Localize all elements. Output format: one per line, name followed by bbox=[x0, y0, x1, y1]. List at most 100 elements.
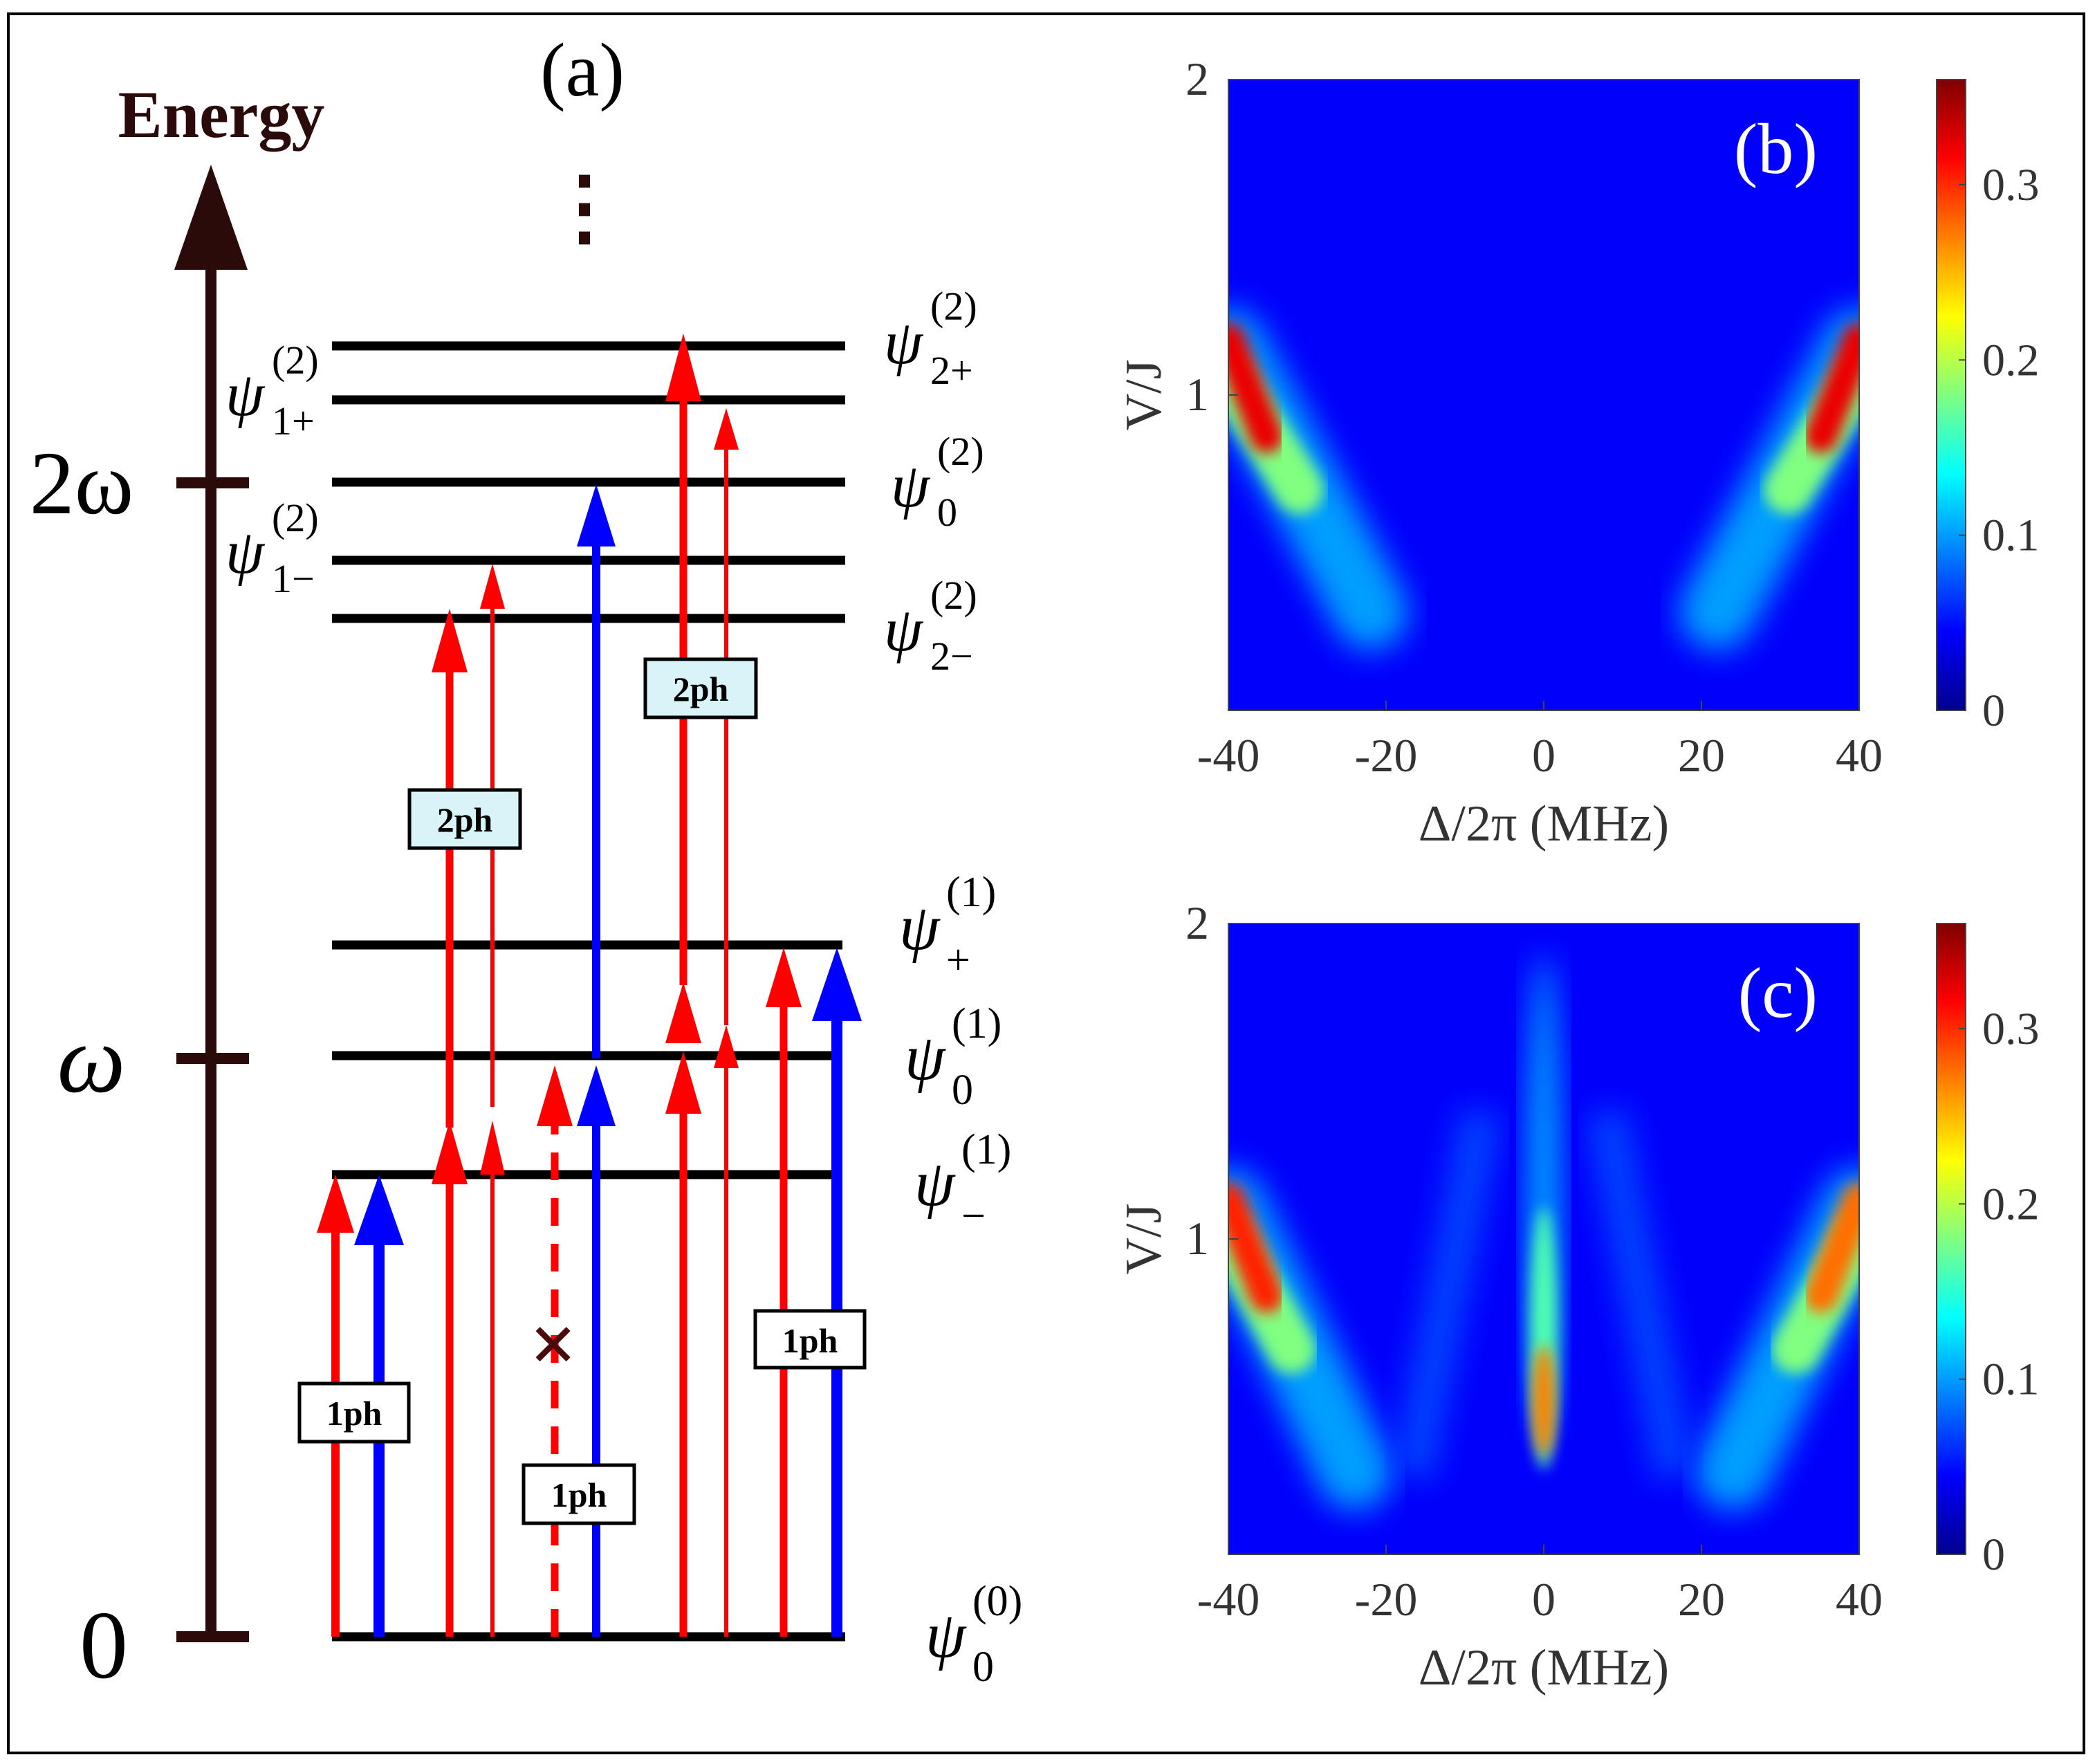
x-tick-label: -20 bbox=[1355, 729, 1418, 782]
state-label-psi-0-0: ψ 0 (0) bbox=[925, 1578, 1022, 1691]
colorbar-tick-label: 0.3 bbox=[1982, 1004, 2040, 1054]
y-axis-label: V/J bbox=[1116, 360, 1172, 431]
colorbar-tick-label: 0 bbox=[1982, 686, 2005, 736]
feature-right-branch bbox=[1695, 1168, 1859, 1510]
colorbar-tick-label: 0.1 bbox=[1982, 1354, 2040, 1405]
colorbar-tick-label: 0.2 bbox=[1982, 1179, 2040, 1229]
process-box-1ph-center: 1ph bbox=[522, 1463, 636, 1525]
heatmap-features bbox=[1228, 309, 1859, 650]
y-tick-label: 2 bbox=[1185, 53, 1209, 105]
process-box-label: 1ph bbox=[782, 1321, 838, 1360]
panel-label: (b) bbox=[1734, 109, 1818, 189]
y-axis-label: V/J bbox=[1116, 1204, 1172, 1275]
energy-label-2omega: 2ω bbox=[30, 434, 134, 533]
svg-text:1+: 1+ bbox=[272, 398, 315, 443]
red-arrowhead bbox=[714, 408, 739, 450]
state-label-psi-plus-1: ψ + (1) bbox=[899, 869, 996, 984]
svg-text:ψ: ψ bbox=[884, 596, 924, 664]
red-arrowhead bbox=[432, 1121, 468, 1184]
svg-text:−: − bbox=[961, 1193, 986, 1240]
svg-text:ψ: ψ bbox=[891, 452, 931, 520]
energy-levels bbox=[332, 341, 845, 1642]
blue-arrowhead bbox=[354, 1175, 404, 1245]
energy-label-0: 0 bbox=[80, 1592, 128, 1699]
svg-text:ψ: ψ bbox=[225, 360, 266, 429]
central-side-lobe bbox=[1392, 1108, 1502, 1480]
state-label-psi-2plus-2: ψ 2+ (2) bbox=[884, 284, 977, 393]
svg-text:(2): (2) bbox=[930, 284, 977, 329]
process-box-1ph-left: 1ph bbox=[297, 1381, 411, 1444]
red-arrowhead bbox=[480, 1121, 505, 1175]
heatmap-panel-c: -40 -20 0 20 40 1 2 Δ/2π (MHz) V/J (c) 0 0.1 0.2 0.3 bbox=[1116, 897, 2040, 1696]
svg-text:(2): (2) bbox=[272, 495, 319, 540]
transition-arrows bbox=[317, 333, 862, 1637]
forbidden-cross: × bbox=[530, 1298, 577, 1390]
colorbar-tick-label: 0.2 bbox=[1982, 335, 2040, 385]
red-arrowhead bbox=[480, 564, 505, 609]
red-arrowhead bbox=[317, 1175, 354, 1233]
svg-text:ψ: ψ bbox=[899, 892, 941, 964]
panel-label: (c) bbox=[1738, 953, 1818, 1033]
x-tick-label: 40 bbox=[1836, 1573, 1883, 1626]
process-box-label: 1ph bbox=[551, 1476, 607, 1514]
svg-text:(2): (2) bbox=[930, 573, 977, 618]
process-box-1ph-right: 1ph bbox=[753, 1309, 867, 1370]
process-box-label: 2ph bbox=[437, 800, 493, 839]
red-arrowhead bbox=[665, 982, 701, 1043]
red-arrowhead bbox=[432, 609, 468, 672]
energy-axis-arrowhead bbox=[174, 165, 248, 270]
branch-core bbox=[1805, 1182, 1859, 1313]
x-tick-label: 0 bbox=[1532, 1573, 1556, 1626]
blue-arrowhead bbox=[577, 1065, 616, 1126]
x-tick-label: 0 bbox=[1532, 729, 1556, 782]
x-axis-label: Δ/2π (MHz) bbox=[1419, 796, 1669, 852]
central-side-lobe bbox=[1585, 1108, 1696, 1480]
red-arrowhead bbox=[766, 948, 802, 1007]
state-label-psi-1minus-2: ψ 1− (2) bbox=[225, 495, 319, 601]
y-tick-label: 1 bbox=[1185, 1212, 1209, 1265]
process-box-label: 2ph bbox=[673, 670, 729, 708]
figure-frame bbox=[7, 12, 2085, 1754]
svg-text:(1): (1) bbox=[946, 869, 996, 916]
x-tick-label: -40 bbox=[1197, 1573, 1260, 1626]
svg-text:(2): (2) bbox=[272, 338, 319, 383]
state-label-psi-minus-1: ψ − (1) bbox=[914, 1126, 1011, 1240]
state-label-psi-2minus-2: ψ 2− (2) bbox=[884, 573, 977, 679]
state-label-psi-0-1: ψ 0 (1) bbox=[905, 1000, 1002, 1114]
svg-text:(2): (2) bbox=[937, 429, 984, 474]
branch-core bbox=[1228, 1182, 1283, 1313]
svg-text:0: 0 bbox=[952, 1067, 973, 1114]
svg-text:ψ: ψ bbox=[225, 518, 266, 587]
process-box-2ph-right: 2ph bbox=[643, 657, 758, 719]
blue-arrowhead bbox=[577, 484, 616, 546]
svg-text:0: 0 bbox=[972, 1644, 994, 1691]
x-tick-label: 40 bbox=[1836, 729, 1883, 782]
y-tick-label: 1 bbox=[1185, 368, 1209, 421]
svg-text:2−: 2− bbox=[930, 634, 973, 679]
process-box-2ph-left: 2ph bbox=[407, 788, 522, 850]
svg-text:ψ: ψ bbox=[884, 309, 924, 377]
colorbar-tick-label: 0 bbox=[1982, 1529, 2005, 1580]
branch-core bbox=[1228, 323, 1283, 453]
red-arrowhead bbox=[537, 1065, 573, 1126]
state-label-psi-0-2: ψ 0 (2) bbox=[891, 429, 984, 535]
state-label-psi-1plus-2: ψ 1+ (2) bbox=[225, 338, 319, 443]
x-tick-label: -20 bbox=[1355, 1573, 1418, 1626]
svg-text:1−: 1− bbox=[272, 556, 315, 601]
heatmap-panel-b: -40 -20 0 20 40 1 2 Δ/2π (MHz) V/J (b) 0 0.1 0.2 0.3 bbox=[1116, 53, 2040, 852]
heatmap-features bbox=[1228, 955, 1859, 1510]
y-tick-label: 2 bbox=[1185, 897, 1209, 949]
energy-axis-label: Energy bbox=[118, 77, 325, 151]
energy-level-diagram: (a) Energy ⋮ 0 ω 2ω bbox=[30, 28, 1023, 1699]
feature-right-branch bbox=[1679, 309, 1859, 650]
process-box-label: 1ph bbox=[326, 1394, 382, 1433]
red-arrowhead bbox=[665, 333, 701, 401]
x-tick-label: 20 bbox=[1678, 1573, 1725, 1626]
svg-text:(1): (1) bbox=[961, 1126, 1011, 1173]
svg-text:ψ: ψ bbox=[905, 1022, 946, 1094]
feature-central-peak bbox=[1392, 955, 1696, 1480]
colorbar-tick-label: 0.3 bbox=[1982, 160, 2040, 210]
panel-a-label: (a) bbox=[540, 28, 625, 112]
